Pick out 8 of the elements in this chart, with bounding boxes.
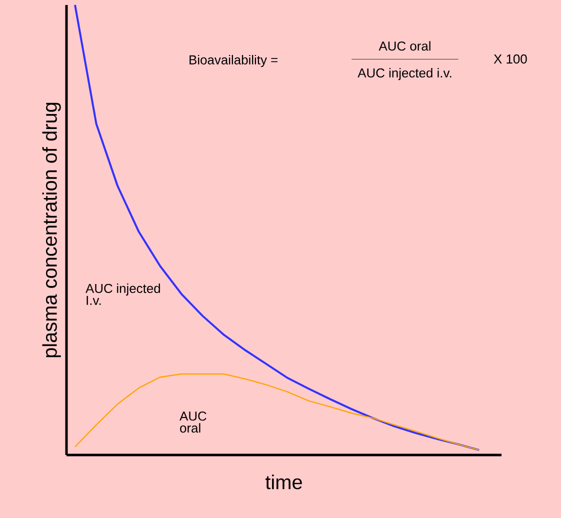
annotation: AUC injected I.v. bbox=[86, 284, 160, 305]
annotation: AUC oral bbox=[180, 412, 206, 433]
y-axis-title: plasma concentration of drug bbox=[42, 102, 61, 358]
x-axis-title: time bbox=[265, 474, 302, 490]
annotation: AUC injected i.v. bbox=[358, 68, 452, 80]
annotation: X 100 bbox=[494, 54, 527, 64]
annotation: Bioavailability = bbox=[190, 54, 278, 68]
annotation: AUC oral bbox=[378, 41, 430, 51]
